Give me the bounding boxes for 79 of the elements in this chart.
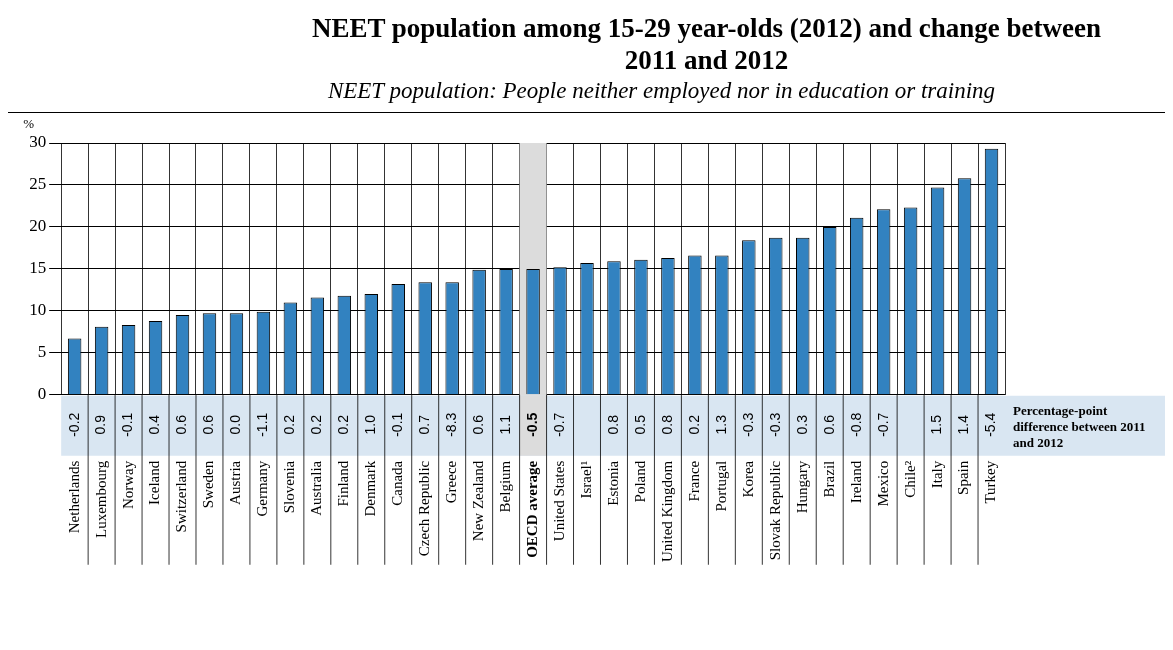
annotation: 0.2 <box>335 414 352 435</box>
x-tick-label: Iceland <box>146 460 163 505</box>
annotation: -0.1 <box>389 412 406 437</box>
annotation: -0.7 <box>550 412 567 437</box>
y-tick-label: 15 <box>29 258 47 278</box>
annotation: -0.3 <box>766 412 783 437</box>
x-tick-label: France <box>685 460 702 502</box>
x-tick-label: Norway <box>119 460 136 510</box>
x-tick-label: Spain <box>955 460 972 495</box>
annotation: 0.9 <box>92 414 109 435</box>
x-tick-label: OECD average <box>523 460 540 558</box>
annotation: 0.6 <box>820 414 837 435</box>
annotation: -5.4 <box>982 412 999 437</box>
x-tick-label: Belgium <box>497 460 514 513</box>
annotation: -0.8 <box>847 412 864 437</box>
annotation: 0.5 <box>631 414 648 435</box>
x-tick-label: Ireland <box>847 460 864 504</box>
x-tick-label: Finland <box>335 460 352 507</box>
x-tick-label: Canada <box>389 460 406 506</box>
chart-subtitle: NEET population: People neither employed nor in education or training <box>326 78 997 104</box>
annotation: 1.1 <box>496 414 513 435</box>
x-tick-label: Israel¹ <box>577 460 594 499</box>
y-axis-title: % <box>23 115 35 131</box>
x-tick-label: Greece <box>443 460 460 504</box>
annotation: 1.4 <box>955 414 972 435</box>
annotation: 0.8 <box>604 414 621 435</box>
x-tick-label: Switzerland <box>173 460 190 533</box>
annotation: 1.3 <box>712 414 729 435</box>
y-tick-label: 20 <box>29 216 47 236</box>
x-tick-label: Korea <box>739 460 756 498</box>
x-tick-label: United Kingdom <box>658 460 675 563</box>
y-tick-label: 0 <box>37 384 47 404</box>
x-tick-label: Sweden <box>200 460 217 509</box>
x-tick-label: Slovak Republic <box>766 460 783 561</box>
annotation: -8.3 <box>443 412 460 437</box>
annotation: 1.0 <box>362 414 379 435</box>
annotation: 1.5 <box>928 414 945 435</box>
annotation: 0.6 <box>200 414 217 435</box>
annotation: 0.2 <box>308 414 325 435</box>
annotation: 0.2 <box>685 414 702 435</box>
x-tick-label: Turkey <box>982 460 999 504</box>
y-tick-label: 10 <box>29 300 47 320</box>
x-tick-label: Portugal <box>712 460 729 512</box>
y-tick-label: 30 <box>29 132 47 152</box>
text: Percentage-point difference between 2011 and 2012 <box>1013 402 1146 450</box>
x-tick-label: Estonia <box>604 460 621 506</box>
x-tick-label: Slovenia <box>281 460 298 514</box>
annotation: -1.1 <box>254 412 271 437</box>
annotation: 0.4 <box>146 414 163 435</box>
annotation: -0.2 <box>65 412 82 437</box>
y-tick-label: 25 <box>29 174 47 194</box>
annotation: 0.2 <box>281 414 298 435</box>
x-tick-label: Denmark <box>362 460 379 517</box>
x-tick-label: Germany <box>254 460 271 517</box>
x-tick-label: Mexico <box>874 460 891 507</box>
annotation: 0.6 <box>173 414 190 435</box>
x-tick-label: Brazil <box>820 460 837 498</box>
annotation: 0.6 <box>470 414 487 435</box>
chart-title: NEET population among 15-29 year-olds (2012) and change between 2011 and 2012 <box>310 12 1103 76</box>
annotation: 0.8 <box>658 414 675 435</box>
annotation: 0.0 <box>227 414 244 435</box>
x-tick-label: Austria <box>227 460 244 505</box>
annotation: -0.1 <box>119 412 136 437</box>
x-tick-label: Czech Republic <box>416 460 433 557</box>
x-tick-label: United States <box>550 460 567 542</box>
x-tick-label: New Zealand <box>470 460 487 542</box>
annotation: -0.3 <box>739 412 756 437</box>
x-tick-label: Luxembourg <box>92 460 109 538</box>
x-tick-label: Chile² <box>901 460 918 498</box>
annotation: 0.3 <box>793 414 810 435</box>
annotation: -0.5 <box>523 412 540 437</box>
annotation: -0.7 <box>874 412 891 437</box>
x-tick-label: Poland <box>631 460 648 503</box>
annotation: 0.7 <box>416 414 433 435</box>
x-tick-label: Netherlands <box>65 460 82 534</box>
y-tick-label: 5 <box>37 342 47 362</box>
x-tick-label: Italy <box>928 460 945 489</box>
x-tick-label: Hungary <box>793 460 810 514</box>
x-tick-label: Australia <box>308 460 325 516</box>
